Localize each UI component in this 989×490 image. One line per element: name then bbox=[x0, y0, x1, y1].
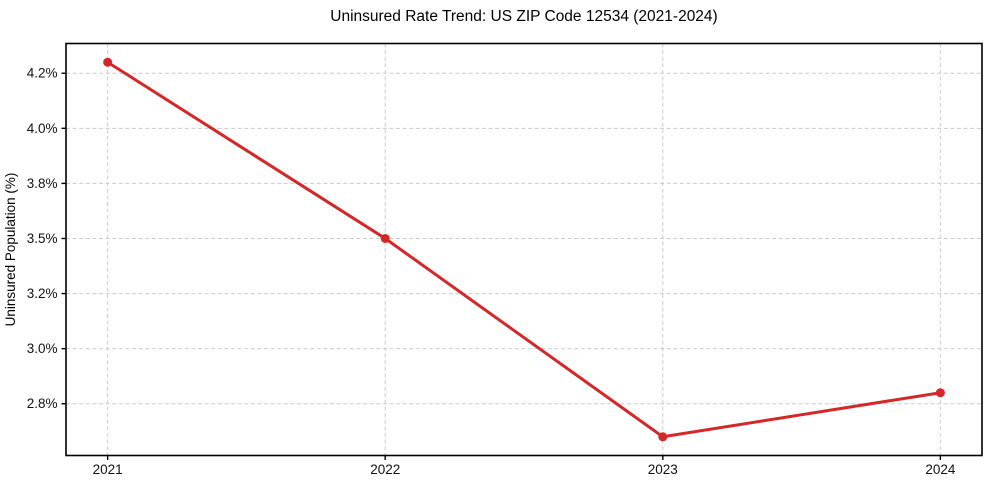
y-tick-label: 3.8% bbox=[27, 176, 58, 191]
y-tick-label: 4.2% bbox=[27, 66, 58, 81]
y-axis-label: Uninsured Population (%) bbox=[3, 173, 18, 327]
data-point-marker bbox=[380, 233, 390, 243]
y-tick-label: 3.5% bbox=[27, 231, 58, 246]
y-tick-label: 3.0% bbox=[27, 341, 58, 356]
plot-border bbox=[65, 42, 983, 457]
y-tick-label: 4.0% bbox=[27, 121, 58, 136]
x-tick-label: 2021 bbox=[93, 462, 123, 477]
x-tick-label: 2024 bbox=[925, 462, 956, 477]
data-point-marker bbox=[658, 432, 668, 442]
y-tick-label: 2.8% bbox=[27, 396, 58, 411]
x-tick-label: 2022 bbox=[370, 462, 400, 477]
data-point-marker bbox=[103, 57, 113, 67]
data-line bbox=[106, 60, 942, 439]
y-tick-label: 3.2% bbox=[27, 286, 58, 301]
x-tick-label: 2023 bbox=[648, 462, 678, 477]
data-point-marker bbox=[935, 388, 945, 398]
chart-title: Uninsured Rate Trend: US ZIP Code 12534 … bbox=[330, 8, 717, 25]
plot-area: 2021 2022 2023 2024 2.8% 3.0% 3.2% 3.5% 3.8% 4.0%… bbox=[27, 42, 983, 477]
